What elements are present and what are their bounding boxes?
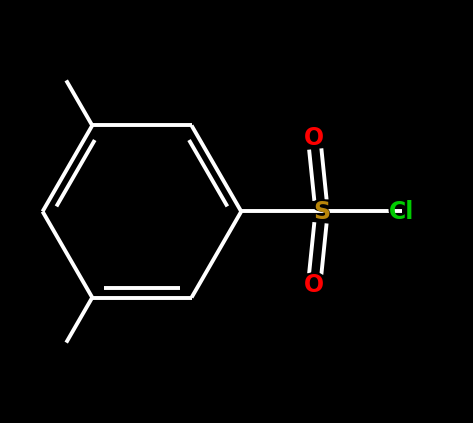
Text: Cl: Cl: [389, 200, 415, 223]
Text: O: O: [302, 124, 326, 152]
Text: O: O: [304, 273, 324, 297]
Text: O: O: [302, 271, 326, 299]
Text: S: S: [311, 198, 332, 225]
Text: S: S: [313, 200, 330, 223]
Text: O: O: [304, 126, 324, 150]
Text: Cl: Cl: [386, 198, 418, 225]
